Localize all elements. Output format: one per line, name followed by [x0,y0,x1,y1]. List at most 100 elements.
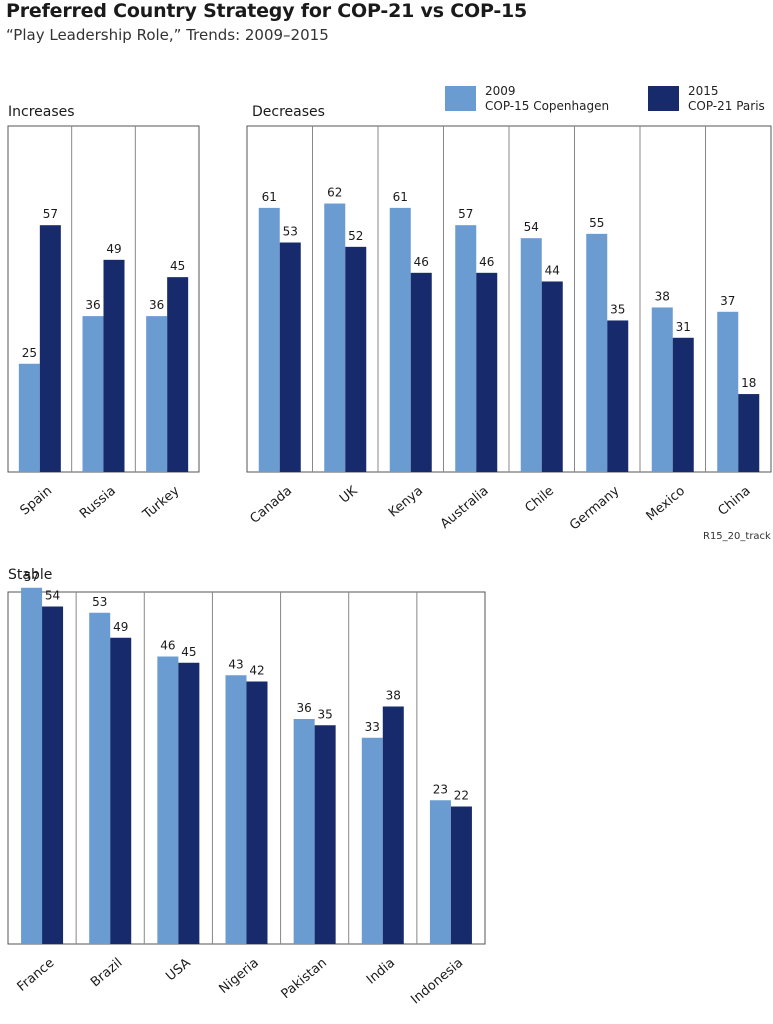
value-label-nigeria-2015: 42 [249,664,264,678]
value-label-india-2009: 33 [365,720,380,734]
bar-uk-2015 [345,246,367,472]
category-label-mexico: Mexico [644,484,688,525]
value-label-germany-2009: 55 [589,216,604,230]
value-label-russia-2009: 36 [85,298,100,312]
bar-usa-2015 [178,662,200,944]
bar-chile-2009 [520,238,542,472]
bar-kenya-2015 [410,272,432,472]
value-label-turkey-2015: 45 [170,259,185,273]
bar-uk-2009 [324,203,346,473]
value-label-spain-2009: 25 [22,346,37,360]
value-label-uk-2015: 52 [348,229,363,243]
legend-2015-year: 2015 [688,84,719,98]
bar-canada-2009 [258,207,280,472]
bar-spain-2009 [18,363,40,472]
bar-india-2015 [382,706,404,944]
bar-canada-2015 [279,242,301,472]
value-label-kenya-2015: 46 [414,255,429,269]
category-label-nigeria: Nigeria [216,956,261,997]
chart-subtitle: “Play Leadership Role,” Trends: 2009–201… [6,26,329,44]
legend-2015-event: COP-21 Paris [688,99,765,113]
value-label-usa-2009: 46 [160,639,175,653]
value-label-uk-2009: 62 [327,186,342,200]
legend-2009-year: 2009 [485,84,516,98]
category-label-china: China [715,484,753,519]
value-label-australia-2009: 57 [458,207,473,221]
bar-usa-2009 [157,656,179,944]
bar-france-2009 [21,587,43,944]
value-label-pakistan-2015: 35 [318,707,333,721]
value-label-pakistan-2009: 36 [297,701,312,715]
category-label-brazil: Brazil [88,956,125,991]
value-label-france-2015: 54 [45,589,60,603]
value-label-mexico-2015: 31 [676,320,691,334]
bar-russia-2009 [82,316,104,472]
value-label-germany-2015: 35 [610,302,625,316]
category-label-chile: Chile [522,484,557,516]
value-label-turkey-2009: 36 [149,298,164,312]
category-label-france: France [15,956,58,995]
bar-india-2009 [361,737,383,944]
panel-label-stable: Stable [8,567,52,583]
bar-russia-2015 [103,259,125,472]
legend-swatch-2015 [648,86,679,111]
bar-china-2009 [717,311,739,472]
bar-france-2015 [42,606,64,944]
legend-label-2015: 2015 COP-21 Paris [688,84,765,114]
value-label-usa-2015: 45 [181,645,196,659]
category-label-germany: Germany [567,483,623,533]
value-label-brazil-2015: 49 [113,620,128,634]
category-label-canada: Canada [247,484,295,527]
category-label-indonesia: Indonesia [408,956,466,1008]
bar-turkey-2009 [146,316,168,472]
value-label-brazil-2009: 53 [92,595,107,609]
panel-label-decreases: Decreases [252,104,325,120]
category-label-turkey: Turkey [140,483,183,523]
value-label-chile-2009: 54 [524,220,539,234]
panel-label-increases: Increases [8,104,75,120]
bar-chile-2015 [541,281,563,472]
category-label-kenya: Kenya [386,484,426,521]
bar-germany-2015 [607,320,629,472]
value-label-canada-2009: 61 [262,190,277,204]
bar-china-2015 [738,394,760,472]
legend-label-2009: 2009 COP-15 Copenhagen [485,84,609,114]
bar-nigeria-2015 [246,681,268,944]
value-label-china-2015: 18 [741,376,756,390]
bar-spain-2015 [39,225,61,472]
value-label-russia-2015: 49 [106,242,121,256]
category-label-india: India [364,956,398,988]
value-label-china-2009: 37 [720,294,735,308]
category-label-uk: UK [337,483,361,506]
category-label-pakistan: Pakistan [279,956,330,1002]
bar-kenya-2009 [389,207,411,472]
value-label-france-2009: 57 [24,570,39,584]
category-label-usa: USA [163,955,193,984]
value-label-nigeria-2009: 43 [228,657,243,671]
category-label-russia: Russia [77,484,119,522]
legend-swatch-2009 [445,86,476,111]
bar-indonesia-2015 [450,806,472,944]
bar-pakistan-2015 [314,725,336,944]
track-code: R15_20_track [703,531,771,542]
bar-turkey-2015 [167,277,189,472]
chart-title: Preferred Country Strategy for COP-21 vs… [6,0,528,22]
bar-australia-2009 [455,225,477,472]
value-label-kenya-2009: 61 [393,190,408,204]
bar-germany-2009 [586,233,608,472]
bar-nigeria-2009 [225,675,247,944]
bar-mexico-2015 [672,337,694,472]
category-label-spain: Spain [18,484,55,519]
category-label-australia: Australia [438,484,492,532]
value-label-india-2015: 38 [386,689,401,703]
value-label-indonesia-2015: 22 [454,789,469,803]
value-label-mexico-2009: 38 [655,289,670,303]
value-label-australia-2015: 46 [479,255,494,269]
value-label-indonesia-2009: 23 [433,782,448,796]
bar-brazil-2015 [110,637,132,944]
bar-pakistan-2009 [293,719,315,944]
value-label-canada-2015: 53 [283,225,298,239]
bar-mexico-2009 [651,307,673,472]
value-label-chile-2015: 44 [545,263,560,277]
